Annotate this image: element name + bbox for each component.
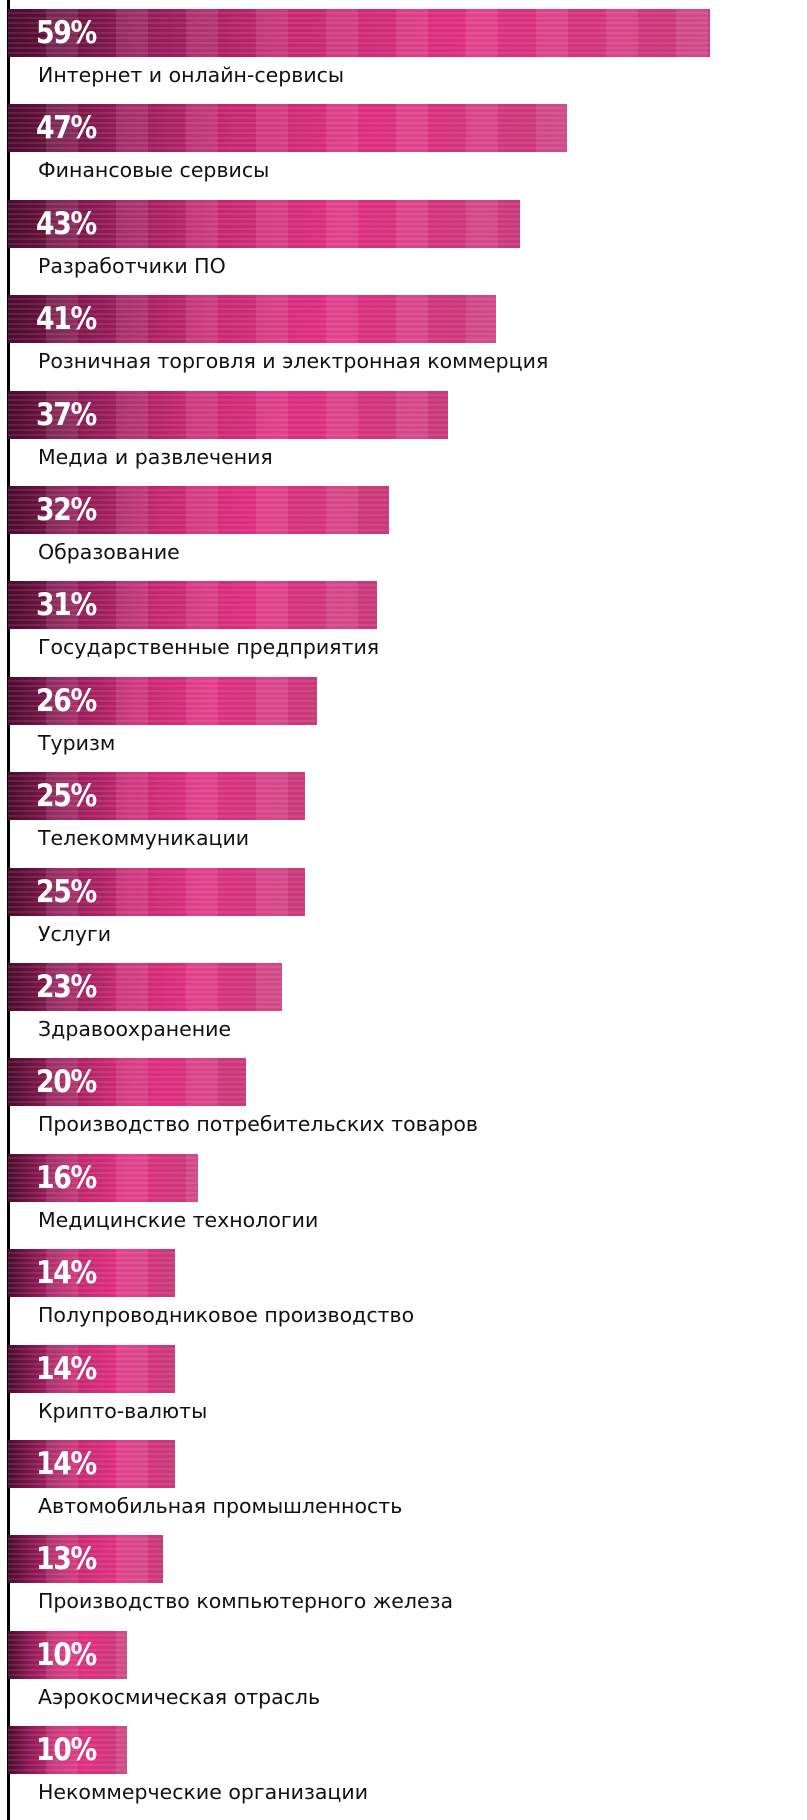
bar — [8, 1249, 175, 1297]
category-label: Производство потребительских товаров — [38, 1112, 478, 1136]
bar — [8, 391, 448, 439]
bar — [8, 1345, 175, 1393]
bar-row: 10% Аэрокосмическая отрасль — [0, 1622, 807, 1717]
bar-row: 43% Разработчики ПО — [0, 191, 807, 286]
category-label: Аэрокосмическая отрасль — [38, 1685, 321, 1709]
bar-row: 13% Производство компьютерного железа — [0, 1526, 807, 1621]
bar — [8, 1726, 127, 1774]
bar — [8, 772, 305, 820]
value-label: 31% — [36, 587, 97, 623]
value-label: 23% — [36, 969, 97, 1005]
bar-row: 23% Здравоохранение — [0, 954, 807, 1049]
bar-row: 16% Медицинские технологии — [0, 1145, 807, 1240]
value-label: 13% — [36, 1541, 97, 1577]
bar-row: 14% Полупроводниковое производство — [0, 1240, 807, 1335]
bar — [8, 581, 377, 629]
bar — [8, 1154, 198, 1202]
value-label: 41% — [36, 301, 97, 337]
category-label: Телекоммуникации — [38, 826, 250, 850]
category-label: Медицинские технологии — [38, 1208, 319, 1232]
bar — [8, 104, 567, 152]
bar — [8, 868, 305, 916]
bar — [8, 486, 389, 534]
bar-row: 25% Услуги — [0, 859, 807, 954]
bar-row: 14% Крипто-валюты — [0, 1336, 807, 1431]
category-label: Здравоохранение — [38, 1017, 232, 1041]
bar — [8, 677, 317, 725]
bar — [8, 1535, 163, 1583]
value-label: 32% — [36, 492, 97, 528]
category-label: Автомобильная промышленность — [38, 1494, 403, 1518]
bar-row: 47% Финансовые сервисы — [0, 95, 807, 190]
value-label: 16% — [36, 1160, 97, 1196]
category-label: Финансовые сервисы — [38, 158, 270, 182]
value-label: 14% — [36, 1446, 97, 1482]
bar — [8, 1440, 175, 1488]
category-label: Некоммерческие организации — [38, 1780, 369, 1804]
value-label: 25% — [36, 874, 97, 910]
value-label: 14% — [36, 1351, 97, 1387]
bar — [8, 295, 496, 343]
bar — [8, 200, 520, 248]
bar — [8, 1631, 127, 1679]
value-label: 20% — [36, 1064, 97, 1100]
category-label: Разработчики ПО — [38, 254, 226, 278]
value-label: 47% — [36, 110, 97, 146]
bar-row: 59% Интернет и онлайн-сервисы — [0, 0, 807, 95]
category-label: Полупроводниковое производство — [38, 1303, 415, 1327]
bar-row: 10% Некоммерческие организации — [0, 1717, 807, 1812]
value-label: 10% — [36, 1732, 97, 1768]
value-label: 10% — [36, 1637, 97, 1673]
value-label: 14% — [36, 1255, 97, 1291]
value-label: 37% — [36, 397, 97, 433]
bar-row: 31% Государственные предприятия — [0, 572, 807, 667]
bar-row: 14% Автомобильная промышленность — [0, 1431, 807, 1526]
bar-row: 32% Образование — [0, 477, 807, 572]
bar — [8, 9, 710, 57]
value-label: 43% — [36, 206, 97, 242]
value-label: 26% — [36, 683, 97, 719]
category-label: Розничная торговля и электронная коммерц… — [38, 349, 549, 373]
bar-row: 20% Производство потребительских товаров — [0, 1049, 807, 1144]
category-label: Услуги — [38, 922, 112, 946]
category-label: Туризм — [38, 731, 116, 755]
bar-row: 37% Медиа и развлечения — [0, 382, 807, 477]
category-label: Государственные предприятия — [38, 635, 380, 659]
value-label: 25% — [36, 778, 97, 814]
bar-row: 26% Туризм — [0, 668, 807, 763]
bar-row: 25% Телекоммуникации — [0, 763, 807, 858]
category-label: Интернет и онлайн-сервисы — [38, 63, 345, 87]
bar-row: 41% Розничная торговля и электронная комм… — [0, 286, 807, 381]
bar — [8, 963, 282, 1011]
category-label: Производство компьютерного железа — [38, 1589, 454, 1613]
category-label: Медиа и развлечения — [38, 445, 273, 469]
value-label: 59% — [36, 15, 97, 51]
bar — [8, 1058, 246, 1106]
category-label: Крипто-валюты — [38, 1399, 208, 1423]
category-label: Образование — [38, 540, 180, 564]
